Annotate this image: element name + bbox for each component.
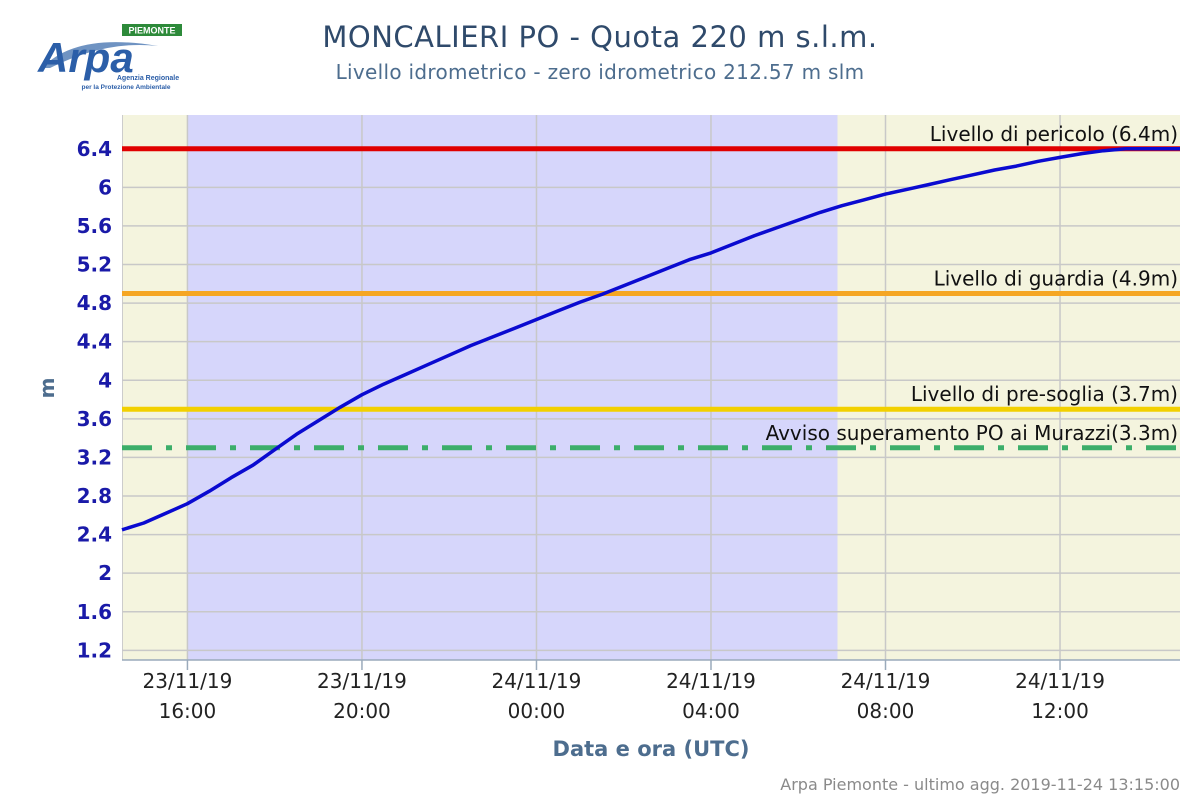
x-tick-time-4: 08:00 bbox=[857, 699, 915, 723]
y-tick-label-6: 3.6 bbox=[77, 407, 112, 431]
plot-left-edge bbox=[122, 115, 123, 660]
x-tick-date-2: 24/11/19 bbox=[492, 669, 582, 693]
y-tick-label-0: 1.2 bbox=[77, 638, 112, 662]
threshold-label-2: Livello di pre-soglia (3.7m) bbox=[911, 382, 1178, 406]
x-tick-time-2: 00:00 bbox=[508, 699, 566, 723]
logo-tagline-2: per la Protezione Ambientale bbox=[82, 84, 171, 91]
x-tick-date-1: 23/11/19 bbox=[317, 669, 407, 693]
y-tick-label-9: 4.8 bbox=[77, 291, 112, 315]
series-group bbox=[121, 147, 1180, 532]
x-axis-title: Data e ora (UTC) bbox=[553, 737, 750, 761]
x-tick-time-0: 16:00 bbox=[159, 699, 217, 723]
logo-swoosh bbox=[42, 42, 158, 68]
y-tick-label-12: 6 bbox=[98, 175, 112, 199]
y-tick-label-13: 6.4 bbox=[77, 137, 112, 161]
credits-text: Arpa Piemonte - ultimo agg. 2019-11-24 1… bbox=[780, 775, 1180, 794]
y-tick-label-5: 3.2 bbox=[77, 445, 112, 469]
y-tick-label-11: 5.6 bbox=[77, 214, 112, 238]
y-tick-label-10: 5.2 bbox=[77, 253, 112, 277]
x-tick-time-1: 20:00 bbox=[333, 699, 391, 723]
threshold-lines bbox=[122, 146, 1180, 451]
x-tick-time-5: 12:00 bbox=[1031, 699, 1089, 723]
threshold-label-0: Livello di pericolo (6.4m) bbox=[930, 122, 1178, 146]
x-tick-date-0: 23/11/19 bbox=[143, 669, 233, 693]
x-axis-tick-labels: 23/11/19 16:00 23/11/19 20:00 24/11/19 00:00 2… bbox=[143, 669, 1105, 723]
chart-title: MONCALIERI PO - Quota 220 m s.l.m. bbox=[322, 20, 878, 54]
x-tick-date-4: 24/11/19 bbox=[841, 669, 931, 693]
x-tick-date-3: 24/11/19 bbox=[666, 669, 756, 693]
background-band-0 bbox=[122, 115, 188, 660]
y-tick-label-1: 1.6 bbox=[77, 600, 112, 624]
series-line-0 bbox=[121, 147, 1180, 532]
logo-region-banner bbox=[122, 24, 182, 36]
threshold-label-1: Livello di guardia (4.9m) bbox=[934, 266, 1178, 290]
y-axis-title: m bbox=[35, 378, 59, 399]
logo-region-text: PIEMONTE bbox=[128, 26, 175, 36]
y-tick-label-3: 2.4 bbox=[77, 523, 112, 547]
x-tick-date-5: 24/11/19 bbox=[1015, 669, 1105, 693]
y-tick-label-7: 4 bbox=[98, 368, 112, 392]
background-band-2 bbox=[837, 115, 1180, 660]
threshold-labels: Livello di pericolo (6.4m) Livello di gua… bbox=[766, 122, 1178, 445]
background-bands bbox=[122, 115, 1180, 660]
y-axis-tick-labels: 1.2 1.6 2 2.4 2.8 3.2 3.6 4 4.4 4.8 5.2 5.6 6 6.4 bbox=[77, 137, 112, 663]
threshold-label-3: Avviso superamento PO ai Murazzi(3.3m) bbox=[766, 421, 1178, 445]
chart-subtitle: Livello idrometrico - zero idrometrico 2… bbox=[335, 60, 865, 84]
x-tick-time-3: 04:00 bbox=[682, 699, 740, 723]
y-tick-label-2: 2 bbox=[98, 561, 112, 585]
logo-tagline-1: Agenzia Regionale bbox=[117, 75, 179, 82]
background-band-1 bbox=[187, 115, 838, 660]
arpa-logo: PIEMONTE Arpa Agenzia Regionale per la P… bbox=[37, 24, 182, 91]
y-tick-label-4: 2.8 bbox=[77, 484, 112, 508]
y-tick-label-8: 4.4 bbox=[77, 330, 112, 354]
logo-brand-text: Arpa bbox=[37, 34, 134, 81]
grid-lines bbox=[122, 115, 1180, 670]
